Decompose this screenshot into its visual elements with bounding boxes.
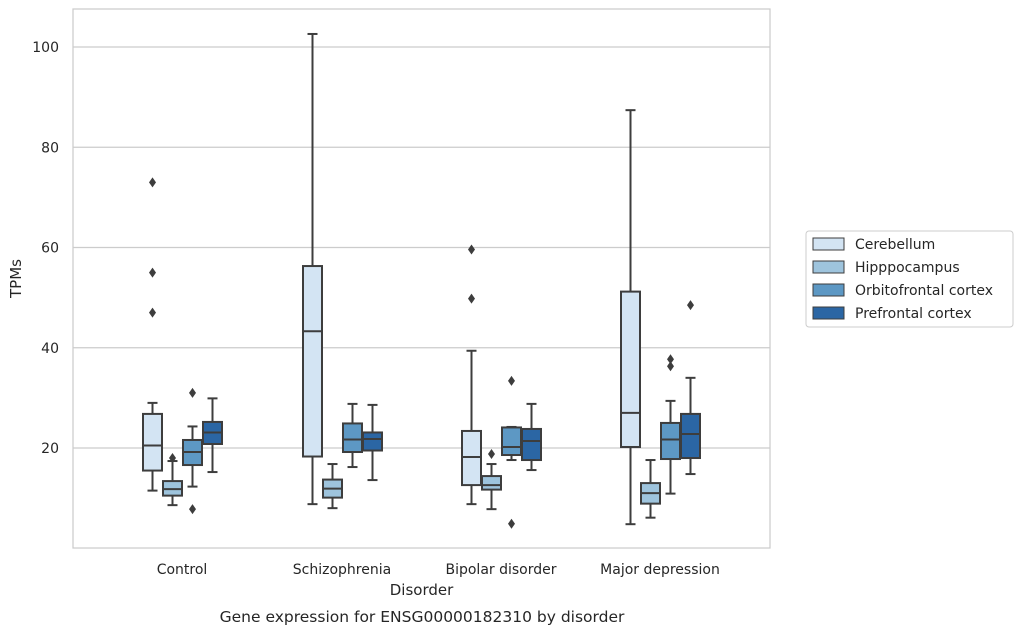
legend-swatch	[812, 237, 845, 251]
box-prefrontal-cortex-3	[680, 300, 701, 476]
legend-entry: Prefrontal cortex	[855, 306, 972, 322]
outlier-point	[687, 300, 694, 311]
box-cerebellum-2	[461, 244, 482, 506]
legend-entry: Hipppocampus	[855, 260, 960, 276]
box-cerebellum-0	[142, 177, 163, 492]
plot-background	[73, 9, 770, 548]
x-tick-labels: Control Schizophrenia Bipolar disorder Majo…	[157, 562, 720, 578]
box-body	[481, 475, 502, 491]
outlier-point	[169, 453, 176, 464]
chart-caption: Gene expression for ENSG00000182310 by d…	[220, 608, 625, 626]
box-orbitofrontal-cortex-1	[342, 402, 363, 469]
outlier-point	[189, 387, 196, 398]
outlier-point	[149, 267, 156, 278]
box-hipppocampus-3	[640, 459, 661, 519]
y-tick-label: 80	[41, 140, 59, 156]
outlier-point	[508, 518, 515, 529]
legend-swatch	[812, 283, 845, 297]
y-tick-label: 60	[41, 241, 59, 257]
x-tick-label: Schizophrenia	[293, 562, 391, 578]
y-axis-label: TPMs	[7, 259, 25, 299]
box-body	[660, 421, 681, 461]
box-orbitofrontal-cortex-0	[182, 387, 203, 515]
box-orbitofrontal-cortex-3	[660, 354, 681, 495]
box-body	[680, 412, 701, 460]
y-tick-label: 100	[32, 40, 59, 56]
y-tick-labels: 20 40 60 80 100	[32, 40, 59, 457]
box-body	[142, 412, 163, 472]
x-tick-label: Control	[157, 562, 208, 578]
legend-swatch	[812, 306, 845, 320]
outlier-point	[508, 375, 515, 386]
legend-swatch	[812, 260, 845, 274]
y-tick-label: 40	[41, 341, 59, 357]
x-tick-label: Major depression	[600, 562, 720, 578]
gridlines	[73, 46, 770, 449]
box-hipppocampus-1	[322, 463, 343, 510]
box-prefrontal-cortex-1	[362, 403, 383, 482]
box-prefrontal-cortex-2	[521, 402, 542, 472]
outlier-point	[468, 244, 475, 255]
legend-entry: Cerebellum	[855, 237, 935, 253]
box-cerebellum-1	[302, 32, 323, 506]
legend-frame	[805, 230, 1014, 328]
box-cerebellum-3	[620, 109, 641, 526]
outlier-point	[667, 354, 674, 365]
y-tick-label: 20	[41, 441, 59, 457]
x-axis-label: Disorder	[390, 581, 454, 599]
box-hipppocampus-2	[481, 449, 502, 511]
box-body	[342, 422, 363, 454]
x-tick-label: Bipolar disorder	[445, 562, 556, 578]
box-body	[501, 426, 522, 457]
legend-entry: Orbitofrontal cortex	[855, 283, 993, 299]
box-orbitofrontal-cortex-2	[501, 375, 522, 529]
box-body	[461, 429, 482, 487]
outlier-point	[149, 177, 156, 188]
outlier-point	[488, 449, 495, 460]
outlier-point	[667, 361, 674, 372]
box-hipppocampus-0	[162, 453, 183, 507]
outlier-point	[189, 504, 196, 515]
box-body	[302, 265, 323, 458]
box-body	[362, 431, 383, 452]
box-body	[620, 290, 641, 448]
box-prefrontal-cortex-0	[202, 397, 223, 474]
legend: Cerebellum Hipppocampus Orbitofrontal cort…	[805, 230, 1014, 328]
outlier-point	[149, 307, 156, 318]
outlier-point	[468, 293, 475, 304]
plot-frame	[72, 8, 771, 549]
box-body	[521, 427, 542, 462]
boxes	[142, 32, 701, 529]
